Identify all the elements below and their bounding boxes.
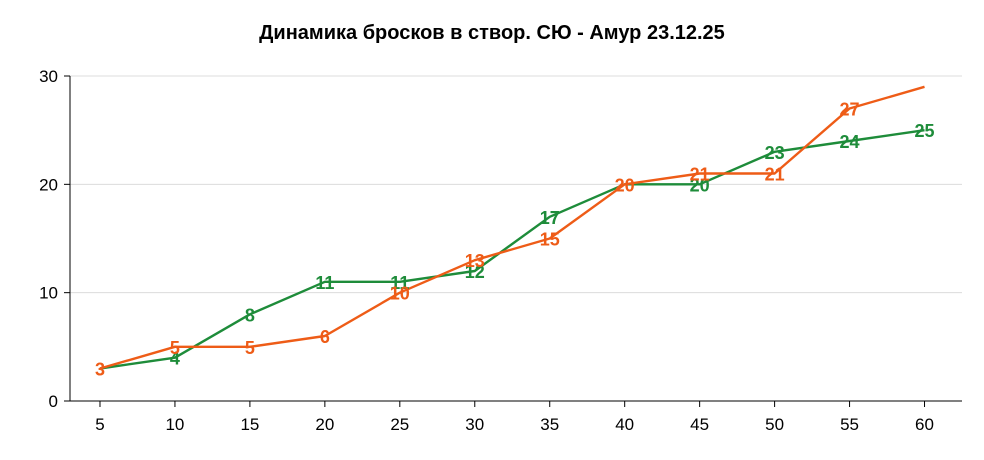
- data-label-series-2: 15: [540, 230, 560, 250]
- chart-title: Динамика бросков в створ. СЮ - Амур 23.1…: [259, 22, 725, 44]
- data-label-series-2: 27: [840, 100, 860, 120]
- x-tick-label: 50: [765, 415, 784, 434]
- data-label-series-1: 20: [690, 175, 710, 195]
- x-tick-label: 20: [315, 415, 334, 434]
- x-tick-label: 5: [95, 415, 104, 434]
- data-label-series-1: 11: [390, 273, 409, 293]
- data-label-series-2: 21: [765, 165, 785, 185]
- data-label-series-1: 24: [840, 132, 860, 152]
- data-label-series-2: 21: [690, 165, 710, 185]
- x-tick-label: 10: [165, 415, 184, 434]
- series-line-1: [99, 128, 925, 370]
- y-tick-label: 30: [39, 67, 58, 86]
- x-tick-label: 35: [540, 415, 559, 434]
- series-line-2: [99, 85, 925, 370]
- x-tick-label: 55: [840, 415, 859, 434]
- data-label-series-1: 4: [170, 349, 180, 369]
- data-label-series-2: 5: [245, 338, 255, 358]
- data-label-series-1: 12: [465, 262, 485, 282]
- x-tick-label: 40: [615, 415, 634, 434]
- data-label-series-2: 5: [170, 338, 180, 358]
- data-label-series-1: 25: [915, 121, 935, 141]
- data-label-series-2: 20: [615, 175, 635, 195]
- x-tick-label: 60: [915, 415, 934, 434]
- data-label-series-1: 17: [540, 208, 560, 228]
- data-label-series-1: 11: [315, 273, 334, 293]
- data-label-series-1: 8: [245, 305, 255, 325]
- data-label-series-2: 10: [390, 284, 410, 304]
- x-tick-label: 15: [240, 415, 259, 434]
- x-tick-label: 45: [690, 415, 709, 434]
- data-label-series-2: 6: [320, 327, 330, 347]
- y-tick-label: 10: [39, 284, 58, 303]
- y-tick-label: 0: [49, 392, 58, 411]
- data-label-series-2: 3: [95, 360, 105, 380]
- y-tick-label: 20: [39, 175, 58, 194]
- x-tick-label: 30: [465, 415, 484, 434]
- x-tick-label: 25: [390, 415, 409, 434]
- data-label-series-2: 13: [465, 251, 485, 271]
- data-label-series-1: 23: [765, 143, 785, 163]
